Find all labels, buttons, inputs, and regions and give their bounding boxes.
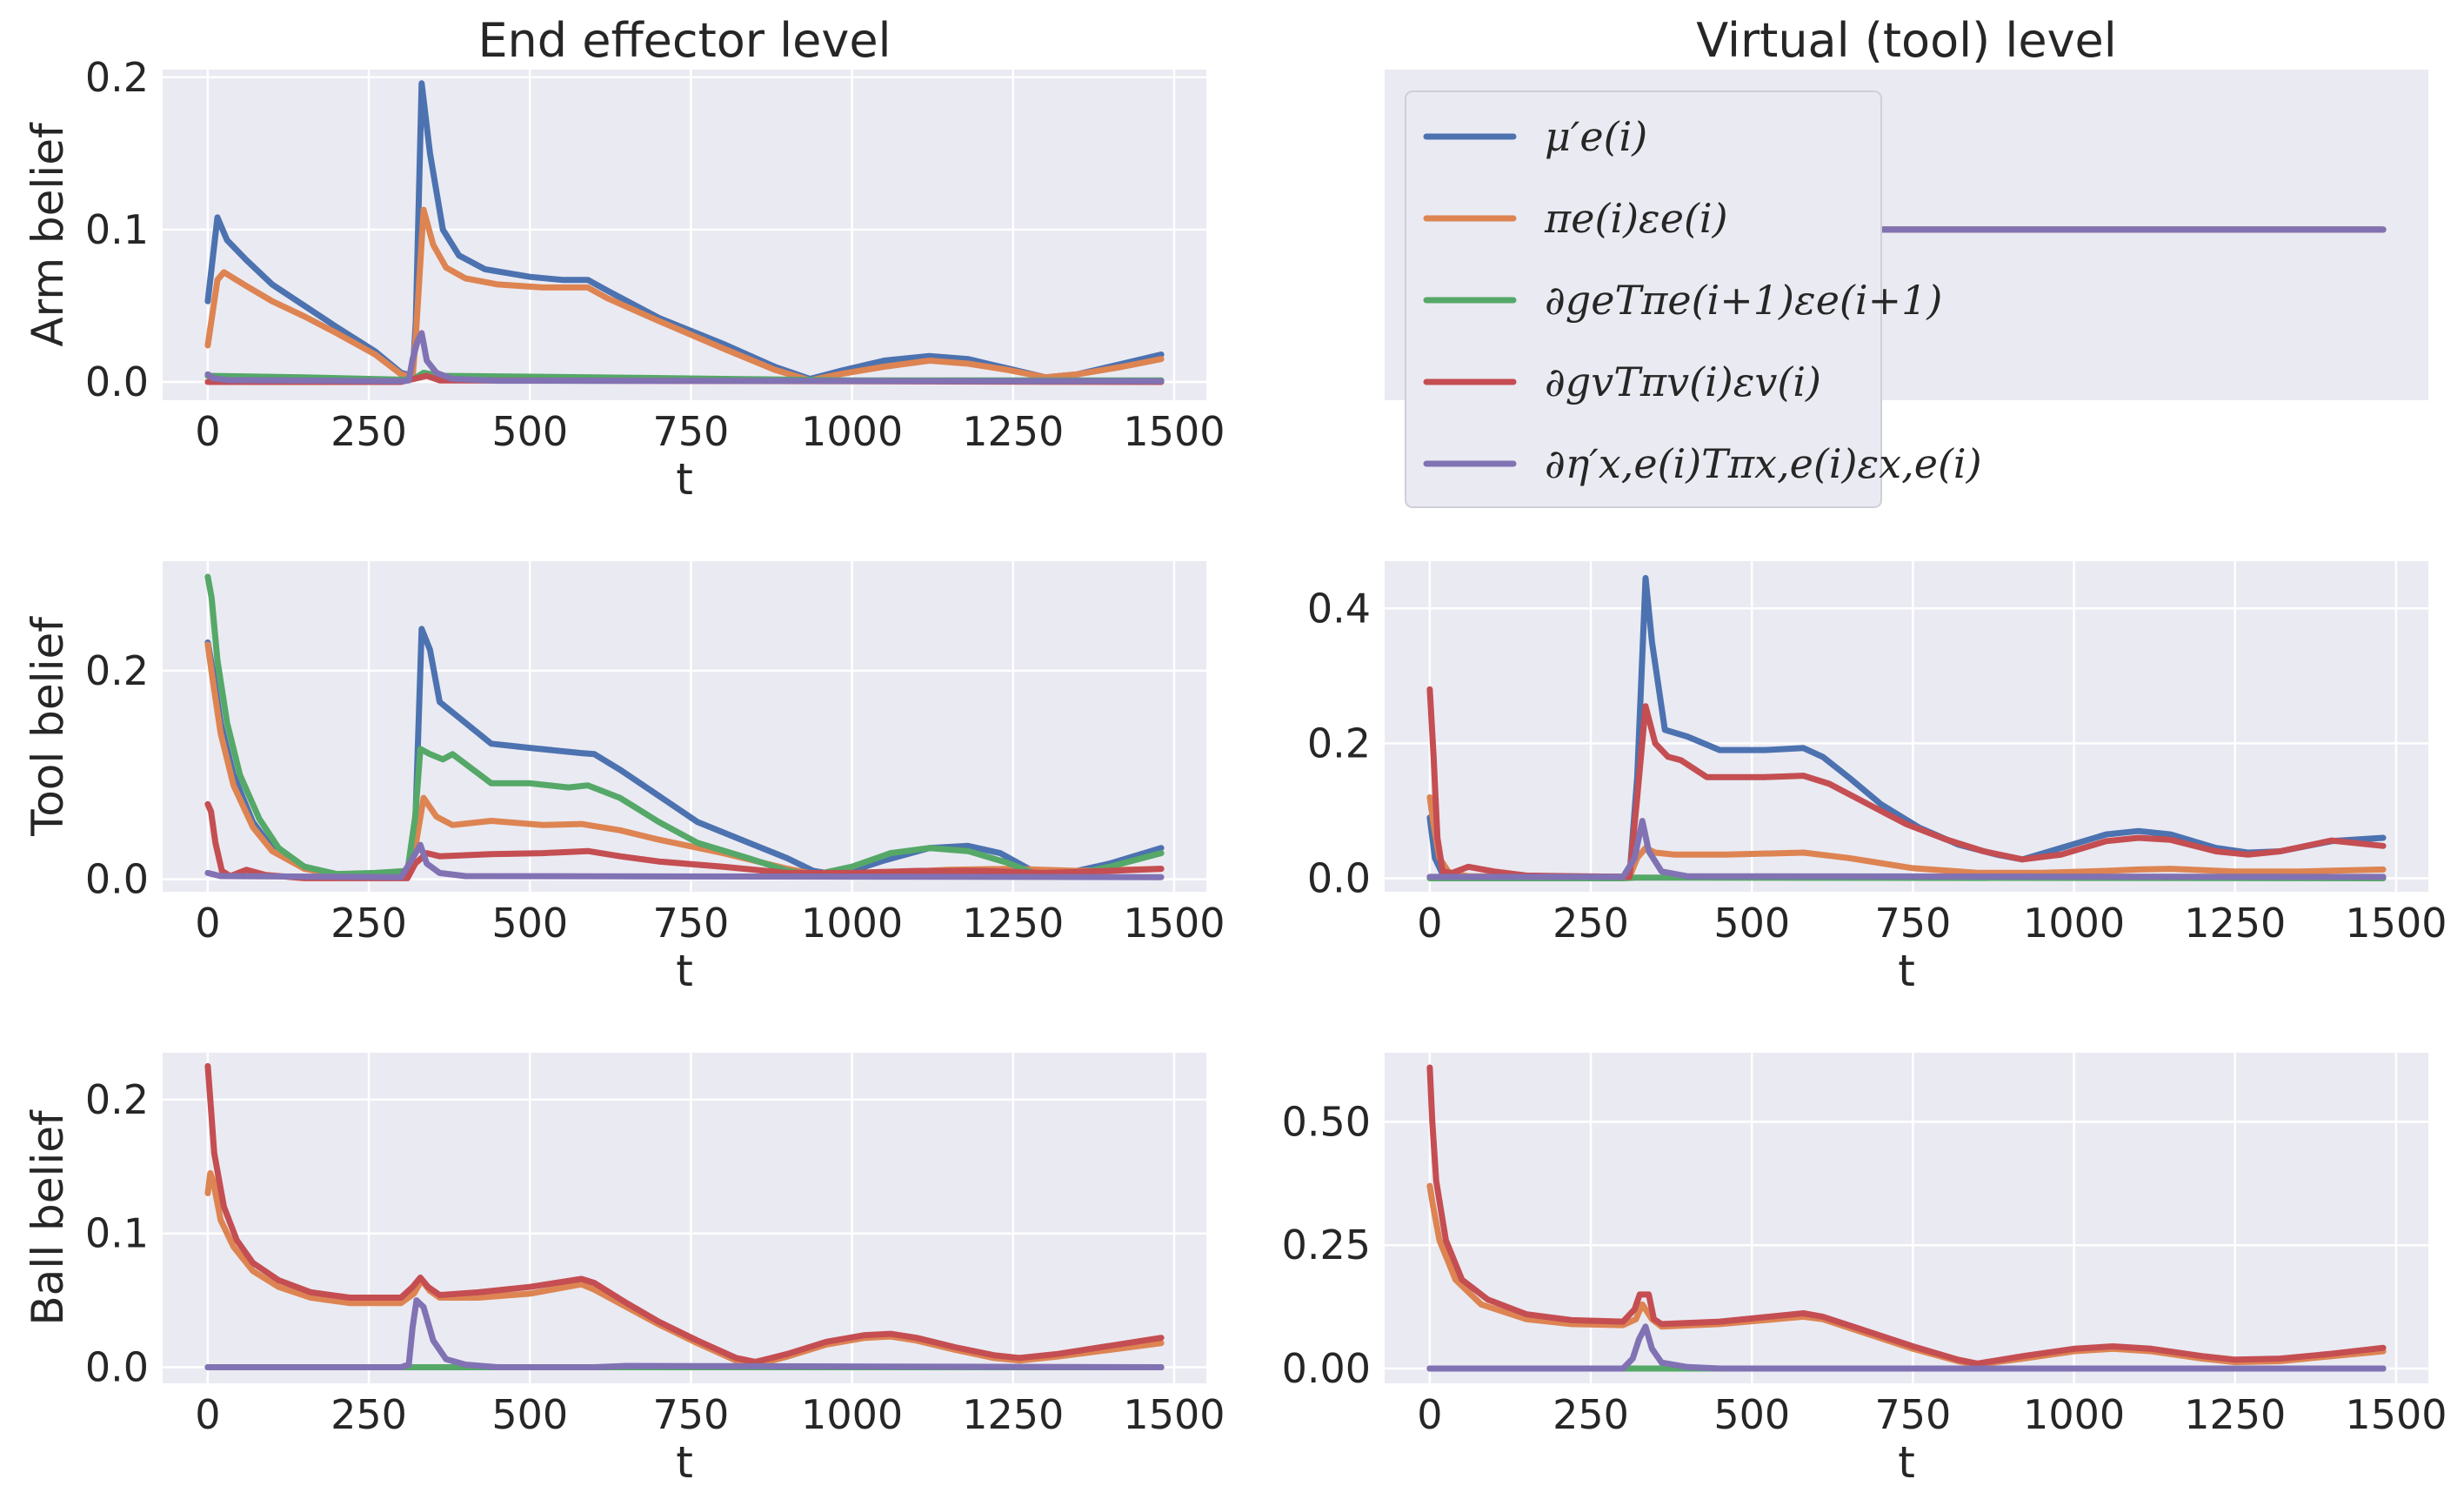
x-tick-label: 250 [1553,1391,1629,1438]
x-tick-label: 1500 [2345,900,2447,947]
subplot-tool-end-effector: 0 250 500 750 1000 1250 1500 0.0 0.2 t Tool belief [23,561,1225,996]
legend-label: ∂gvTπv(i)εv(i) [1545,358,1821,405]
y-tick-label: 0.2 [85,1076,149,1123]
y-tick-label: 0.0 [85,1344,149,1391]
y-tick-label: 0.00 [1282,1345,1371,1392]
x-axis-label: t [1898,946,1915,996]
y-tick-label: 0.2 [85,54,149,101]
y-tick-label: 0.0 [85,358,149,405]
x-axis-label: t [676,1437,693,1488]
y-tick-label: 0.2 [85,647,149,694]
x-tick-label: 1250 [962,408,1064,455]
x-tick-label: 500 [1713,1391,1790,1438]
subplot-tool-virtual: 0 250 500 750 1000 1250 1500 0.0 0.2 0.4 t [1307,561,2447,996]
x-tick-label: 750 [653,408,730,455]
y-axis-label: Arm belief [23,122,73,347]
x-tick-label: 1000 [801,1391,903,1438]
legend-label: ∂geTπe(i+1)εe(i+1) [1545,277,1942,324]
plot-area [163,70,1206,400]
plot-area [1385,1053,2428,1383]
x-tick-label: 0 [1417,900,1442,947]
column-title-end-effector: End effector level [477,13,891,68]
series-line-5 [204,330,1165,385]
y-tick-label: 0.2 [1307,720,1371,766]
x-tick-label: 1000 [801,900,903,947]
x-tick-label: 0 [195,408,220,455]
series-line-5 [204,841,1165,880]
x-tick-label: 1250 [2184,1391,2286,1438]
legend-label: πe(i)εe(i) [1544,195,1728,242]
legend-item-3: ∂geTπe(i+1)εe(i+1) [1423,277,1942,324]
column-title-virtual: Virtual (tool) level [1696,13,2117,68]
x-tick-label: 250 [331,1391,407,1438]
y-tick-label: 0.0 [1307,854,1371,901]
legend-label: ∂η′x,e(i)Tπx,e(i)εx,e(i) [1545,440,1982,487]
x-tick-label: 250 [331,900,407,947]
plot-area [1385,561,2428,892]
subplot-grid: 0 250 500 750 1000 1250 1500 0.0 0.1 0.2 t Arm beli… [23,54,2447,1488]
x-tick-label: 1250 [962,1391,1064,1438]
series-line-3 [204,573,1165,879]
series-line-5 [1426,1323,2387,1372]
y-tick-label: 0.1 [85,1210,149,1257]
subplot-ball-virtual: 0 250 500 750 1000 1250 1500 0.00 0.25 0.50 t [1282,1053,2447,1488]
x-tick-label: 1000 [2023,900,2125,947]
legend-label: μ′e(i) [1545,113,1647,160]
x-tick-label: 750 [653,1391,730,1438]
y-tick-label: 0.25 [1282,1222,1371,1268]
y-tick-label: 0.4 [1307,585,1371,632]
legend-item-5: ∂η′x,e(i)Tπx,e(i)εx,e(i) [1423,440,1982,487]
x-tick-label: 750 [1875,1391,1952,1438]
x-tick-label: 1500 [1123,408,1225,455]
x-tick-label: 1500 [1123,1391,1225,1438]
x-tick-label: 750 [1875,900,1952,947]
series-line-2 [204,206,1165,384]
x-tick-label: 1250 [962,900,1064,947]
x-tick-label: 500 [1713,900,1790,947]
x-tick-label: 1000 [2023,1391,2125,1438]
subplot-arm-end-effector: 0 250 500 750 1000 1250 1500 0.0 0.1 0.2 t Arm beli… [23,54,1225,505]
x-tick-label: 500 [491,408,568,455]
x-tick-label: 1500 [1123,900,1225,947]
x-tick-label: 1500 [2345,1391,2447,1438]
x-tick-label: 750 [653,900,730,947]
x-tick-label: 0 [195,1391,220,1438]
y-axis-label: Tool belief [23,616,73,837]
legend: μ′e(i) πe(i)εe(i) ∂geTπe(i+1)εe(i+1) ∂gvTπv… [1405,90,1982,508]
x-tick-label: 0 [195,900,220,947]
series-line-4 [1426,686,2387,880]
series-line-5 [1426,818,2387,880]
x-tick-label: 500 [491,900,568,947]
series-line-5 [204,1297,1165,1370]
y-tick-label: 0.0 [85,856,149,903]
legend-box [1405,90,1882,508]
series-line-4 [1426,1064,2387,1367]
y-axis-label: Ball belief [23,1109,73,1326]
legend-item-4: ∂gvTπv(i)εv(i) [1423,358,1821,405]
x-tick-label: 1250 [2184,900,2286,947]
x-tick-label: 250 [331,408,407,455]
x-tick-label: 1000 [801,408,903,455]
y-tick-label: 0.50 [1282,1098,1371,1145]
x-axis-label: t [676,946,693,996]
legend-item-1: μ′e(i) [1423,113,1647,160]
plot-area [163,1053,1206,1383]
x-axis-label: t [1898,1437,1915,1488]
subplot-ball-end-effector: 0 250 500 750 1000 1250 1500 0.0 0.1 0.2 t Ball bel… [23,1053,1225,1488]
x-tick-label: 0 [1417,1391,1442,1438]
x-tick-label: 250 [1553,900,1629,947]
x-axis-label: t [676,454,693,505]
y-tick-label: 0.1 [85,206,149,253]
series-line-4 [204,1062,1165,1365]
legend-item-2: πe(i)εe(i) [1423,195,1728,242]
series-line-1 [204,80,1165,382]
x-tick-label: 500 [491,1391,568,1438]
